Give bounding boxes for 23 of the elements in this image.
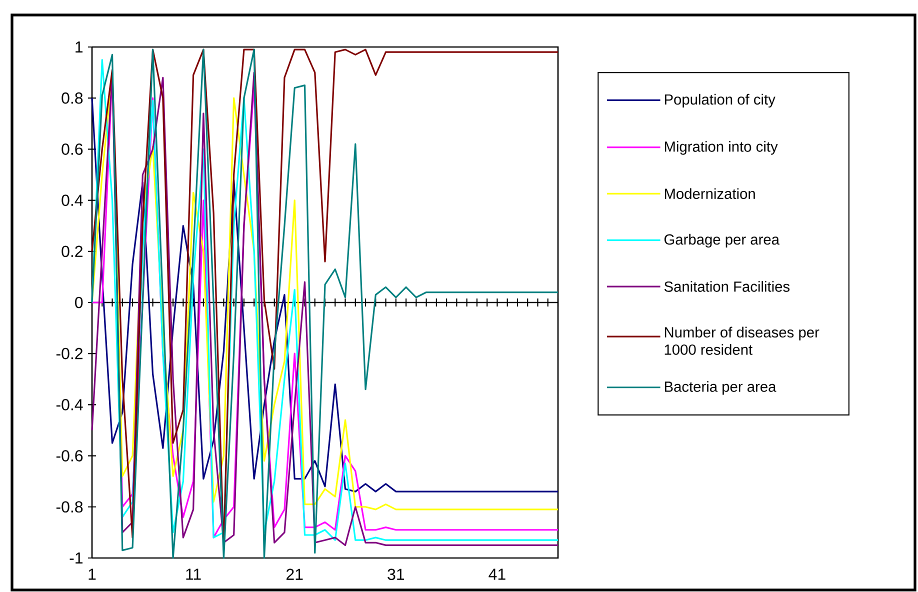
y-tick-label: 1 xyxy=(76,42,83,52)
x-tick-label: 41 xyxy=(488,568,506,580)
y-tick-label: 0.6 xyxy=(62,144,83,155)
y-tick-label: 0.2 xyxy=(62,246,82,258)
legend-label: Number of diseases per 1000 resident xyxy=(664,326,820,355)
legend-label: Migration into city xyxy=(664,141,778,155)
y-tick-label: -0.4 xyxy=(56,399,83,410)
y-tick-label: -0.6 xyxy=(56,450,83,462)
y-tick-label: -0.8 xyxy=(56,501,83,513)
legend-label: Modernization xyxy=(664,188,755,199)
y-tick-label: -1 xyxy=(70,552,83,564)
legend-label: Population of city xyxy=(664,94,776,108)
x-tick-label: 31 xyxy=(388,568,404,580)
x-tick-label: 21 xyxy=(286,568,303,580)
y-tick-label: 0 xyxy=(75,296,83,308)
legend-label: Bacteria per area xyxy=(664,381,776,395)
x-tick-label: 11 xyxy=(186,568,201,580)
x-tick-label: 1 xyxy=(88,568,96,580)
legend-label: Sanitation Facilities xyxy=(664,281,790,292)
y-tick-label: -0.2 xyxy=(56,348,82,360)
y-tick-label: 0.4 xyxy=(62,194,83,206)
y-tick-label: 0.8 xyxy=(62,92,83,104)
legend-label: Garbage per area xyxy=(664,234,780,248)
